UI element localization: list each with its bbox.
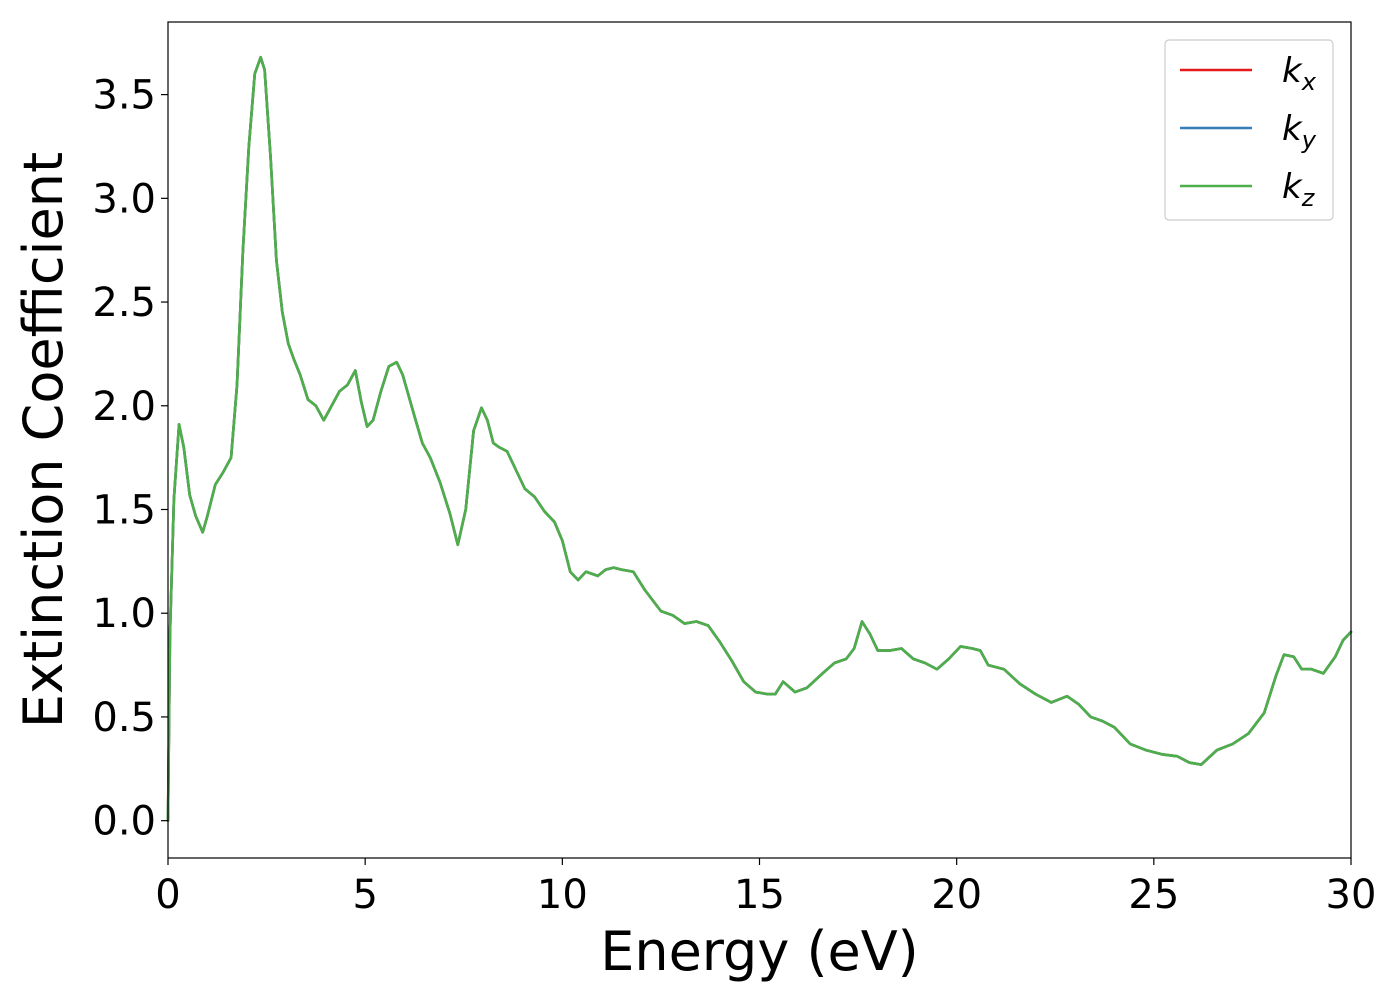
x-tick-label: 15	[734, 872, 785, 918]
legend-label-ky: ky	[1282, 109, 1317, 154]
legend-frame	[1164, 39, 1334, 221]
y-tick-label: 0.5	[92, 695, 156, 741]
y-tick-label: 1.0	[92, 591, 156, 637]
series-layer	[166, 55, 1353, 822]
x-axis-title: Energy (eV)	[600, 920, 919, 983]
x-tick-label: 25	[1128, 872, 1179, 918]
x-tick-label: 20	[931, 872, 982, 918]
y-tick-label: 3.0	[92, 176, 156, 222]
x-axis-ticks: 0 5 10 15 20 25 30	[155, 858, 1376, 918]
legend-label-kz: kz	[1282, 167, 1316, 212]
x-tick-label: 5	[352, 872, 377, 918]
legend-label-kx: kx	[1282, 51, 1317, 96]
series-line-kz	[166, 55, 1353, 822]
y-axis-title: Extinction Coefficient	[12, 152, 75, 728]
y-tick-label: 1.5	[92, 487, 156, 533]
legend: kx ky kz	[1164, 39, 1334, 221]
y-tick-label: 2.0	[92, 384, 156, 430]
y-tick-label: 0.0	[92, 799, 156, 845]
x-tick-label: 10	[537, 872, 588, 918]
legend-items: kx ky kz	[1180, 51, 1317, 212]
y-tick-label: 3.5	[92, 73, 156, 119]
x-tick-label: 30	[1326, 872, 1377, 918]
y-axis-ticks: 0.0 0.5 1.0 1.5 2.0 2.5 3.0 3.5	[92, 73, 168, 845]
y-tick-label: 2.5	[92, 280, 156, 326]
x-tick-label: 0	[155, 872, 180, 918]
